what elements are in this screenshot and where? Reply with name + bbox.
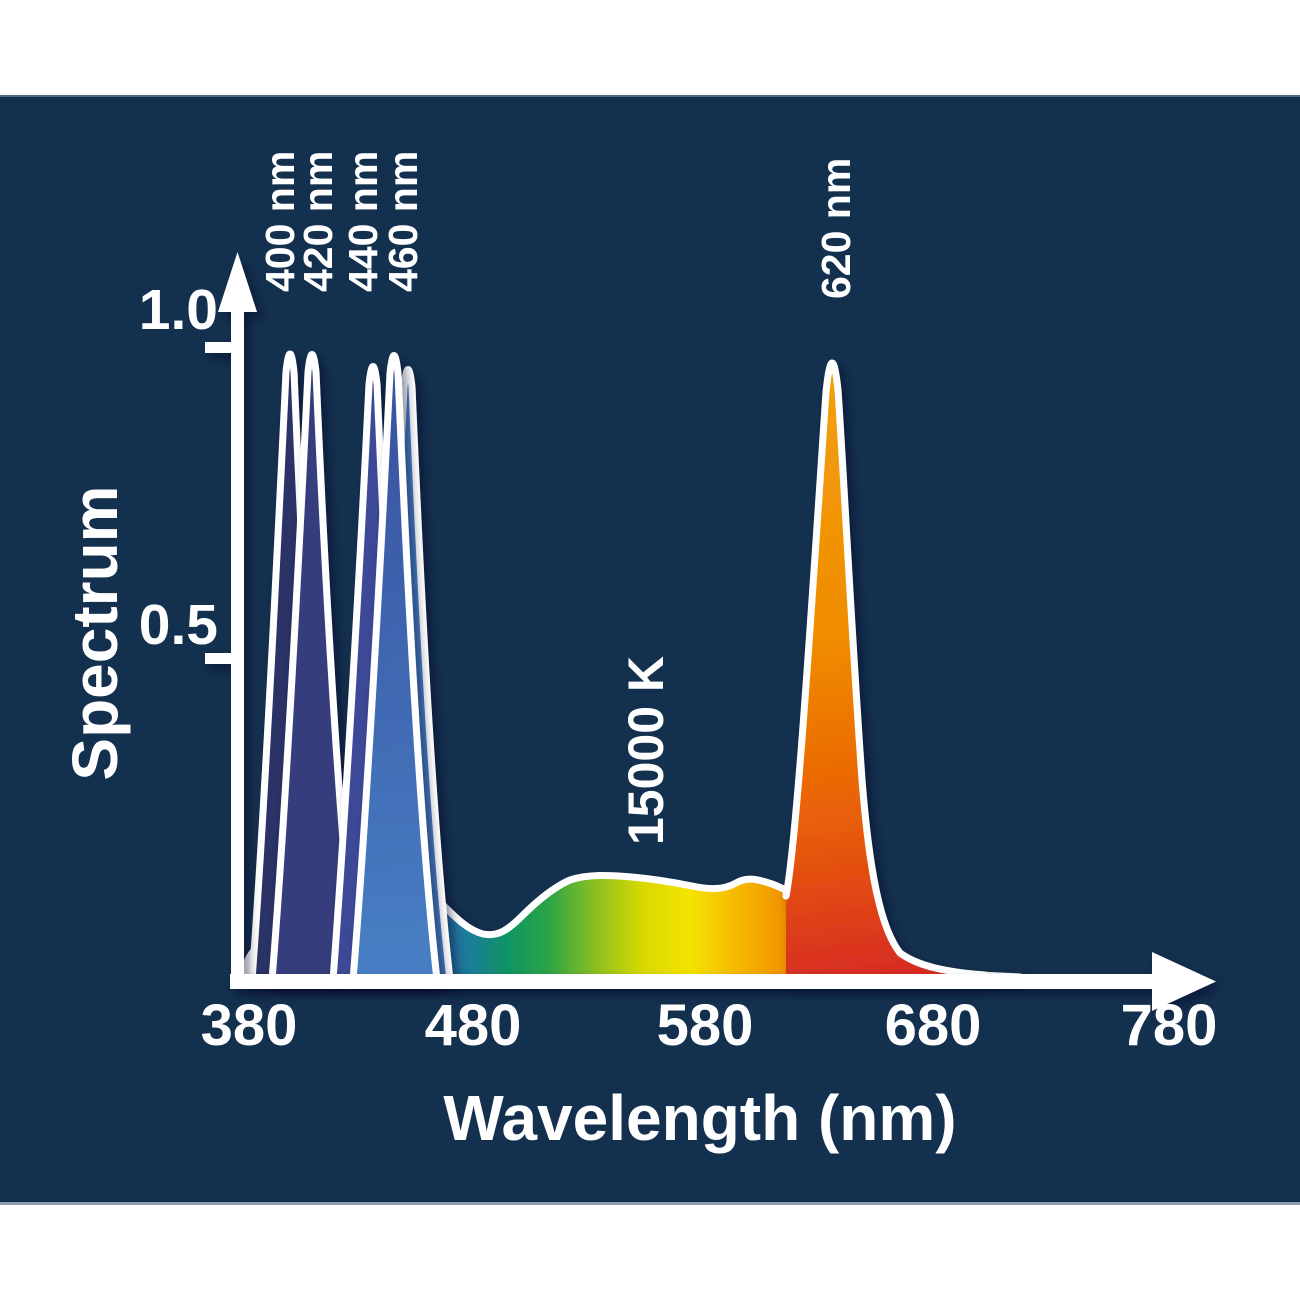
peak-620 — [782, 359, 989, 980]
y-tick-05 — [205, 653, 237, 664]
peak-420 — [268, 351, 360, 984]
x-axis-title: Wavelength (nm) — [443, 1082, 956, 1154]
y-axis-arrowhead — [218, 252, 257, 312]
peak-label-420nm: 420 nm — [295, 151, 341, 292]
chart-panel — [0, 95, 1300, 1205]
x-tick-label-580: 580 — [657, 993, 754, 1058]
labels: 1.0 0.5 380 480 580 680 780 Wavelength (… — [59, 151, 1217, 1154]
x-tick-label-380: 380 — [201, 993, 298, 1058]
peak-label-620nm: 620 nm — [813, 158, 859, 299]
y-tick-label-0.5: 0.5 — [139, 593, 218, 657]
peak-620-outline — [782, 359, 989, 979]
x-tick-label-680: 680 — [885, 993, 982, 1058]
y-axis-title: Spectrum — [59, 485, 131, 780]
led-peaks — [248, 350, 454, 984]
x-axis-line — [230, 974, 1152, 989]
x-axis-arrowhead — [1152, 952, 1216, 1011]
y-tick-1 — [205, 342, 237, 353]
axes — [205, 252, 1216, 1011]
x-tick-label-780: 780 — [1121, 993, 1218, 1058]
y-tick-label-1.0: 1.0 — [139, 278, 218, 342]
temperature-label: 15000 K — [618, 656, 674, 845]
y-axis-line — [231, 300, 244, 989]
peak-460 — [349, 352, 441, 984]
panel-top-edge — [0, 95, 1300, 97]
x-tick-label-480: 480 — [425, 993, 522, 1058]
panel-bottom-edge — [0, 1202, 1300, 1205]
peak-label-440nm: 440 nm — [340, 151, 386, 292]
peak-label-460nm: 460 nm — [380, 151, 426, 292]
peak-620-fill — [786, 362, 985, 980]
peak-label-400nm: 400 nm — [257, 151, 303, 292]
